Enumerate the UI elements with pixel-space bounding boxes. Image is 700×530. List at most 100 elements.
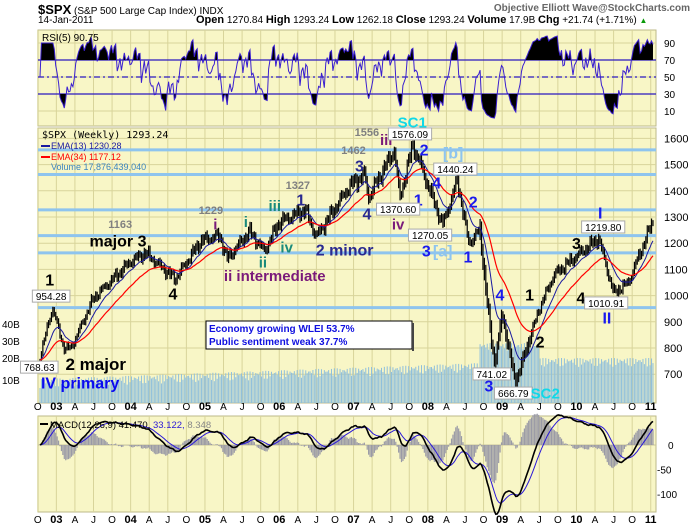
volume-bar bbox=[629, 358, 631, 403]
volume-bar bbox=[302, 369, 304, 403]
macd-histogram-bar bbox=[440, 445, 443, 462]
macd-histogram-bar bbox=[388, 437, 390, 445]
macd-histogram-bar bbox=[150, 445, 153, 451]
macd-tick-label: -50 bbox=[657, 466, 672, 477]
volume-bar bbox=[641, 362, 643, 403]
x-tick-label: 06 bbox=[273, 514, 285, 526]
volume-bar bbox=[138, 376, 140, 403]
volume-tick-label: 20B bbox=[2, 354, 20, 365]
volume-bar bbox=[275, 372, 277, 403]
volume-bar bbox=[545, 358, 547, 403]
macd-histogram-bar bbox=[483, 445, 485, 457]
macd-histogram-bar bbox=[563, 443, 565, 445]
volume-bar bbox=[380, 367, 382, 403]
macd-histogram-bar bbox=[605, 445, 607, 459]
volume-bar bbox=[426, 365, 428, 403]
x-tick-label: A bbox=[146, 515, 153, 526]
x-tick-label: O bbox=[34, 515, 42, 526]
macd-histogram-bar bbox=[183, 441, 185, 445]
x-tick-label: 09 bbox=[496, 514, 508, 526]
macd-histogram-bar bbox=[463, 445, 465, 446]
macd-histogram-bar bbox=[157, 445, 160, 454]
macd-histogram-bar bbox=[406, 445, 408, 451]
macd-histogram-bar bbox=[360, 444, 363, 445]
volume-bar bbox=[168, 376, 170, 403]
macd-histogram-bar bbox=[275, 439, 277, 445]
macd-histogram-bar bbox=[142, 445, 144, 449]
macd-histogram-bar bbox=[103, 439, 105, 445]
macd-histogram-bar bbox=[652, 430, 654, 445]
volume-bar bbox=[123, 382, 125, 403]
macd-histogram-bar bbox=[343, 435, 345, 445]
macd-histogram-bar bbox=[296, 442, 298, 445]
volume-bar bbox=[299, 369, 301, 403]
x-tick-label: A bbox=[517, 515, 524, 526]
macd-histogram-bar bbox=[186, 439, 188, 445]
volume-bar bbox=[189, 377, 191, 403]
volume-bar bbox=[290, 372, 292, 403]
x-tick-label: J bbox=[314, 515, 319, 526]
volume-bar bbox=[153, 376, 155, 403]
volume-bar bbox=[249, 371, 251, 403]
volume-bar bbox=[239, 374, 241, 403]
price-label-box bbox=[472, 367, 512, 381]
volume-bar bbox=[220, 374, 222, 403]
volume-bar bbox=[233, 372, 235, 403]
volume-bar bbox=[56, 378, 58, 403]
macd-histogram-bar bbox=[109, 444, 111, 445]
x-tick-label: O bbox=[182, 515, 190, 526]
volume-bar bbox=[49, 382, 51, 403]
macd-histogram-bar bbox=[380, 445, 383, 447]
macd-histogram-bar bbox=[309, 445, 311, 451]
macd-histogram-bar bbox=[280, 437, 283, 445]
macd-histogram-bar bbox=[505, 432, 507, 445]
macd-histogram-bar bbox=[318, 445, 320, 456]
volume-bar bbox=[172, 375, 174, 403]
volume-bar bbox=[279, 376, 281, 403]
macd-histogram-bar bbox=[529, 419, 531, 445]
macd-histogram-bar bbox=[262, 445, 264, 451]
macd-histogram-bar bbox=[476, 445, 478, 450]
volume-bar bbox=[185, 377, 187, 403]
volume-bar bbox=[511, 343, 513, 403]
volume-bar bbox=[62, 379, 64, 403]
volume-bar bbox=[196, 373, 198, 403]
macd-histogram-bar bbox=[398, 445, 400, 453]
macd-histogram-bar bbox=[56, 436, 58, 445]
volume-bar bbox=[336, 368, 338, 403]
ema13-swatch bbox=[41, 145, 50, 147]
volume-bar bbox=[388, 374, 390, 403]
price-tick-label: 1200 bbox=[664, 238, 688, 250]
macd-histogram-bar bbox=[455, 427, 457, 445]
volume-bar bbox=[129, 382, 131, 403]
macd-histogram-bar bbox=[516, 445, 518, 448]
volume-bar bbox=[145, 382, 147, 403]
volume-bar bbox=[162, 374, 164, 403]
x-tick-label: O bbox=[108, 402, 116, 413]
volume-bar bbox=[65, 380, 67, 403]
macd-histogram-bar bbox=[446, 445, 448, 450]
volume-bar bbox=[646, 366, 648, 403]
macd-histogram-bar bbox=[182, 442, 184, 445]
macd-histogram-bar bbox=[493, 445, 495, 484]
volume-bar bbox=[565, 363, 567, 403]
volume-bar bbox=[585, 359, 587, 403]
macd-histogram-bar bbox=[513, 445, 515, 446]
volume-bar bbox=[102, 380, 104, 403]
macd-histogram-bar bbox=[119, 445, 121, 446]
macd-histogram-bar bbox=[468, 445, 470, 459]
macd-histogram-bar bbox=[279, 438, 281, 445]
wave-label: 1327 bbox=[286, 180, 310, 192]
macd-histogram-bar bbox=[226, 445, 228, 457]
macd-histogram-bar bbox=[472, 445, 474, 460]
volume-bar bbox=[539, 358, 541, 403]
volume-bar bbox=[146, 375, 148, 403]
volume-bar bbox=[238, 375, 240, 403]
volume-bar bbox=[176, 381, 178, 403]
x-tick-label: J bbox=[388, 402, 393, 413]
macd-histogram-bar bbox=[562, 441, 564, 445]
macd-histogram-bar bbox=[167, 445, 170, 454]
volume-bar bbox=[431, 367, 433, 403]
macd-histogram-bar bbox=[576, 445, 578, 449]
macd-histogram-bar bbox=[206, 438, 208, 445]
